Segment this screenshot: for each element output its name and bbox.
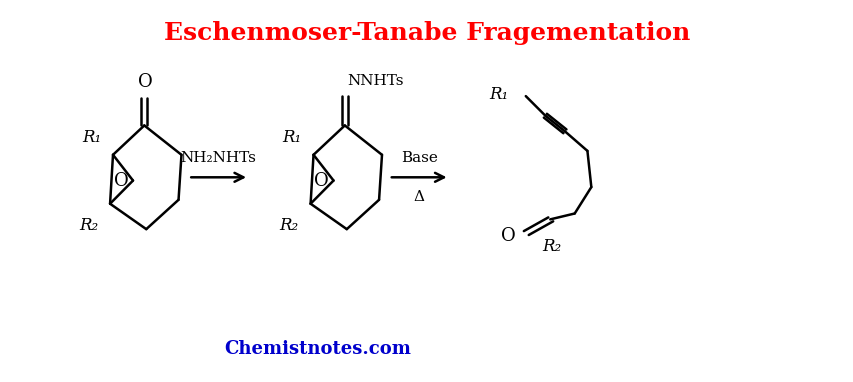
Text: R₁: R₁ — [82, 129, 101, 146]
Text: Chemistnotes.com: Chemistnotes.com — [223, 340, 410, 358]
Text: O: O — [501, 227, 515, 245]
Text: O: O — [113, 172, 129, 189]
Text: O: O — [314, 172, 328, 189]
Text: Eschenmoser-Tanabe Fragementation: Eschenmoser-Tanabe Fragementation — [164, 21, 689, 45]
Text: R₂: R₂ — [542, 238, 561, 255]
Text: Δ: Δ — [413, 190, 424, 204]
Text: R₁: R₁ — [282, 129, 301, 146]
Text: NNHTs: NNHTs — [346, 74, 403, 88]
Text: NH₂NHTs: NH₂NHTs — [181, 151, 256, 165]
Text: Base: Base — [400, 151, 437, 165]
Text: R₂: R₂ — [279, 217, 299, 234]
Text: O: O — [137, 73, 153, 91]
Text: R₁: R₁ — [489, 86, 508, 103]
Text: R₂: R₂ — [78, 217, 98, 234]
